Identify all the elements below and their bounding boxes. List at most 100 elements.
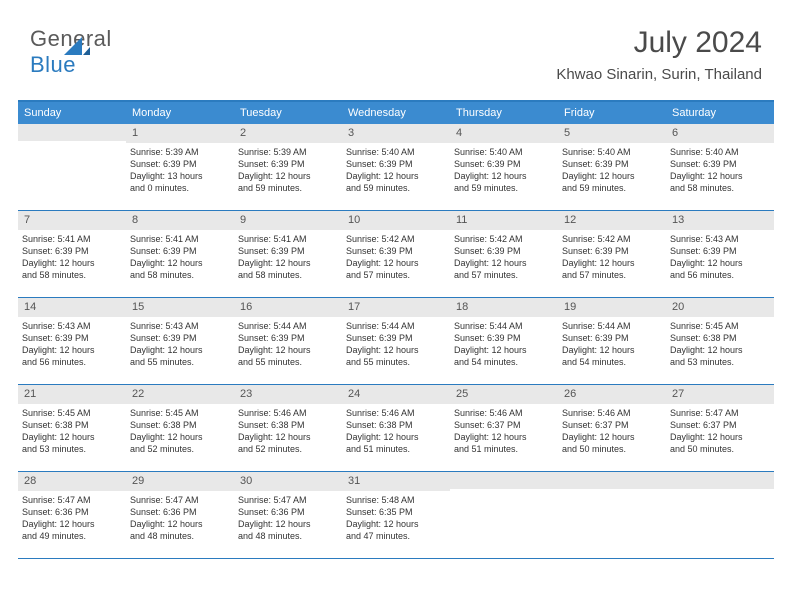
daylight-minutes-line: and 0 minutes.: [130, 182, 230, 194]
day-cell: 8Sunrise: 5:41 AMSunset: 6:39 PMDaylight…: [126, 211, 234, 297]
daylight-line: Daylight: 12 hours: [130, 431, 230, 443]
daylight-minutes-line: and 57 minutes.: [454, 269, 554, 281]
day-number: 21: [18, 385, 126, 404]
daylight-minutes-line: and 52 minutes.: [130, 443, 230, 455]
daylight-line: Daylight: 12 hours: [238, 518, 338, 530]
daylight-minutes-line: and 58 minutes.: [670, 182, 770, 194]
daylight-line: Daylight: 12 hours: [22, 344, 122, 356]
sunrise-line: Sunrise: 5:47 AM: [670, 407, 770, 419]
day-number: 23: [234, 385, 342, 404]
sunrise-line: Sunrise: 5:42 AM: [454, 233, 554, 245]
sunrise-line: Sunrise: 5:47 AM: [22, 494, 122, 506]
day-cell: 16Sunrise: 5:44 AMSunset: 6:39 PMDayligh…: [234, 298, 342, 384]
day-cell: 30Sunrise: 5:47 AMSunset: 6:36 PMDayligh…: [234, 472, 342, 558]
sunset-line: Sunset: 6:35 PM: [346, 506, 446, 518]
sunset-line: Sunset: 6:39 PM: [346, 245, 446, 257]
day-number: 17: [342, 298, 450, 317]
sunset-line: Sunset: 6:38 PM: [238, 419, 338, 431]
week-row: 14Sunrise: 5:43 AMSunset: 6:39 PMDayligh…: [18, 298, 774, 385]
day-number: 15: [126, 298, 234, 317]
day-cell: 12Sunrise: 5:42 AMSunset: 6:39 PMDayligh…: [558, 211, 666, 297]
day-number: 25: [450, 385, 558, 404]
day-number: 31: [342, 472, 450, 491]
sunrise-line: Sunrise: 5:45 AM: [130, 407, 230, 419]
day-number: 10: [342, 211, 450, 230]
daylight-line: Daylight: 12 hours: [130, 518, 230, 530]
sunset-line: Sunset: 6:39 PM: [670, 245, 770, 257]
daylight-minutes-line: and 47 minutes.: [346, 530, 446, 542]
sunset-line: Sunset: 6:39 PM: [130, 245, 230, 257]
day-cell: 25 Sunrise: 5:46 AMSunset: 6:37 PMDayligh…: [450, 385, 558, 471]
day-cell: 2Sunrise: 5:39 AMSunset: 6:39 PMDaylight…: [234, 124, 342, 210]
sunrise-line: Sunrise: 5:46 AM: [238, 407, 338, 419]
sunset-line: Sunset: 6:38 PM: [130, 419, 230, 431]
week-row: 1Sunrise: 5:39 AMSunset: 6:39 PMDaylight…: [18, 124, 774, 211]
sunset-line: Sunset: 6:38 PM: [346, 419, 446, 431]
day-cell: [18, 124, 126, 210]
day-number: 13: [666, 211, 774, 230]
daylight-minutes-line: and 59 minutes.: [562, 182, 662, 194]
day-number: 20: [666, 298, 774, 317]
day-cell: 20Sunrise: 5:45 AMSunset: 6:38 PMDayligh…: [666, 298, 774, 384]
day-number: [18, 124, 126, 141]
daylight-line: Daylight: 12 hours: [22, 518, 122, 530]
daylight-minutes-line: and 57 minutes.: [346, 269, 446, 281]
day-cell: 27Sunrise: 5:47 AMSunset: 6:37 PMDayligh…: [666, 385, 774, 471]
sunrise-line: Sunrise: 5:40 AM: [454, 146, 554, 158]
day-number: 9: [234, 211, 342, 230]
daylight-line: Daylight: 13 hours: [130, 170, 230, 182]
day-number: 1: [126, 124, 234, 143]
daylight-minutes-line: and 58 minutes.: [22, 269, 122, 281]
day-cell: 1Sunrise: 5:39 AMSunset: 6:39 PMDaylight…: [126, 124, 234, 210]
weeks-container: 1Sunrise: 5:39 AMSunset: 6:39 PMDaylight…: [18, 124, 774, 559]
dayhead-monday: Monday: [126, 102, 234, 124]
daylight-minutes-line: and 49 minutes.: [22, 530, 122, 542]
daylight-line: Daylight: 12 hours: [670, 170, 770, 182]
day-cell: 23 Sunrise: 5:46 AMSunset: 6:38 PMDayligh…: [234, 385, 342, 471]
daylight-line: Daylight: 12 hours: [454, 431, 554, 443]
daylight-line: Daylight: 12 hours: [238, 344, 338, 356]
daylight-line: Daylight: 12 hours: [346, 170, 446, 182]
day-number: 16: [234, 298, 342, 317]
day-cell: 26Sunrise: 5:46 AMSunset: 6:37 PMDayligh…: [558, 385, 666, 471]
daylight-line: Daylight: 12 hours: [562, 431, 662, 443]
day-cell: 19Sunrise: 5:44 AMSunset: 6:39 PMDayligh…: [558, 298, 666, 384]
day-cell: 17Sunrise: 5:44 AMSunset: 6:39 PMDayligh…: [342, 298, 450, 384]
day-cell: 22Sunrise: 5:45 AMSunset: 6:38 PMDayligh…: [126, 385, 234, 471]
daylight-line: Daylight: 12 hours: [238, 170, 338, 182]
logo-sail-icon: [64, 37, 90, 62]
day-cell: [558, 472, 666, 558]
daylight-line: Daylight: 12 hours: [238, 431, 338, 443]
sunrise-line: Sunrise: 5:44 AM: [238, 320, 338, 332]
sunset-line: Sunset: 6:39 PM: [130, 158, 230, 170]
daylight-minutes-line: and 51 minutes.: [346, 443, 446, 455]
daylight-minutes-line: and 55 minutes.: [238, 356, 338, 368]
day-cell: 28Sunrise: 5:47 AMSunset: 6:36 PMDayligh…: [18, 472, 126, 558]
sunset-line: Sunset: 6:39 PM: [22, 332, 122, 344]
daylight-line: Daylight: 12 hours: [562, 344, 662, 356]
daylight-minutes-line: and 58 minutes.: [130, 269, 230, 281]
day-number: 14: [18, 298, 126, 317]
day-cell: 4Sunrise: 5:40 AMSunset: 6:39 PMDaylight…: [450, 124, 558, 210]
daylight-minutes-line: and 57 minutes.: [562, 269, 662, 281]
sunset-line: Sunset: 6:37 PM: [454, 419, 554, 431]
day-cell: 3Sunrise: 5:40 AMSunset: 6:39 PMDaylight…: [342, 124, 450, 210]
daylight-line: Daylight: 12 hours: [670, 257, 770, 269]
daylight-minutes-line: and 58 minutes.: [238, 269, 338, 281]
sunrise-line: Sunrise: 5:40 AM: [562, 146, 662, 158]
daylight-minutes-line: and 53 minutes.: [22, 443, 122, 455]
sunrise-line: Sunrise: 5:39 AM: [238, 146, 338, 158]
sunrise-line: Sunrise: 5:46 AM: [454, 407, 554, 419]
day-number: 29: [126, 472, 234, 491]
day-number: 24: [342, 385, 450, 404]
daylight-line: Daylight: 12 hours: [454, 170, 554, 182]
daylight-minutes-line: and 53 minutes.: [670, 356, 770, 368]
daylight-minutes-line: and 50 minutes.: [670, 443, 770, 455]
day-number: [558, 472, 666, 489]
sunrise-line: Sunrise: 5:41 AM: [130, 233, 230, 245]
daylight-line: Daylight: 12 hours: [346, 431, 446, 443]
sunrise-line: Sunrise: 5:42 AM: [562, 233, 662, 245]
week-row: 7Sunrise: 5:41 AMSunset: 6:39 PMDaylight…: [18, 211, 774, 298]
daylight-line: Daylight: 12 hours: [130, 344, 230, 356]
daylight-minutes-line: and 55 minutes.: [130, 356, 230, 368]
